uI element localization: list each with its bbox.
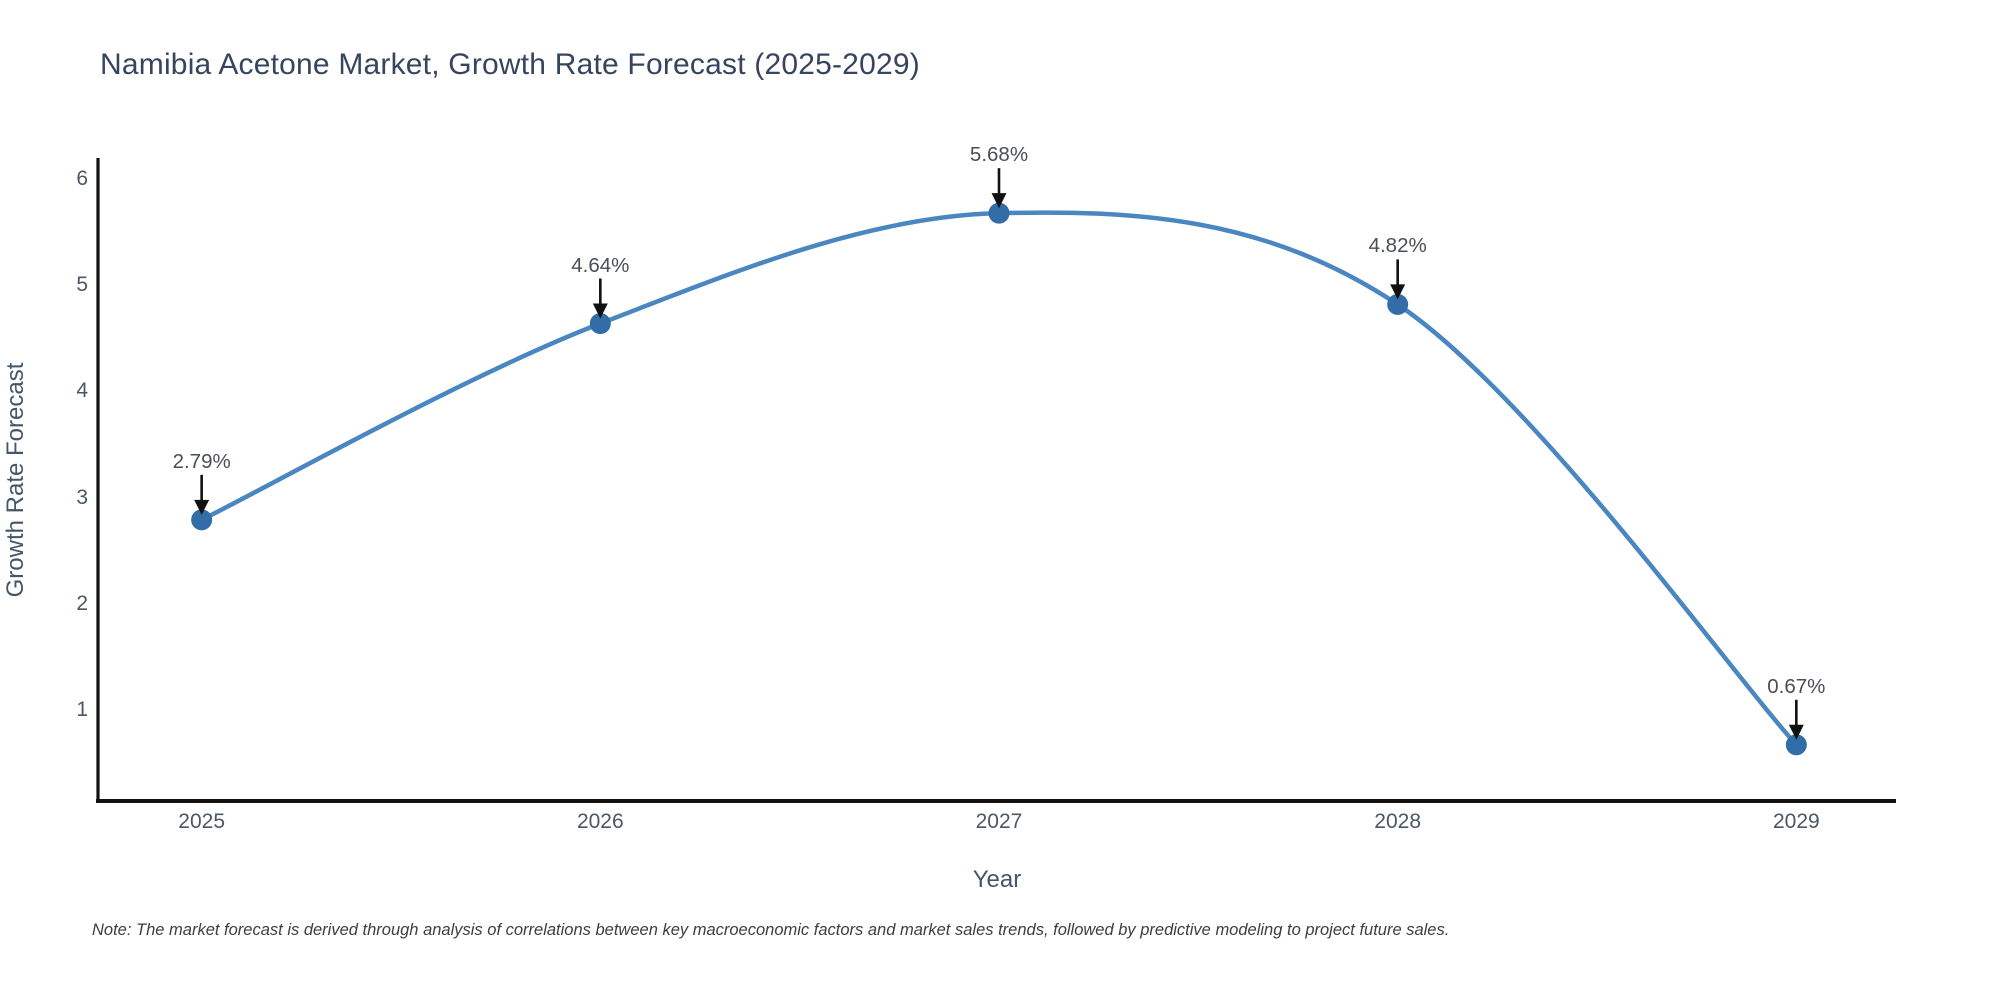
y-tick-label: 4 <box>76 379 88 403</box>
chart-title: Namibia Acetone Market, Growth Rate Fore… <box>100 48 920 81</box>
y-tick-label: 6 <box>76 167 88 191</box>
data-point-marker <box>988 202 1010 224</box>
y-tick-label: 2 <box>76 591 88 615</box>
x-axis-title: Year <box>972 866 1022 893</box>
annotation-arrow-head <box>592 303 608 319</box>
x-tick-label: 2028 <box>1374 810 1422 833</box>
x-tick-label: 2029 <box>1772 810 1820 833</box>
x-tick-label: 2026 <box>576 810 624 833</box>
data-point-marker <box>1387 293 1409 315</box>
data-point-value-label: 2.79% <box>172 449 231 473</box>
annotation-arrow-head <box>991 193 1007 209</box>
x-tick-label: 2025 <box>178 810 225 833</box>
y-tick-label: 3 <box>76 485 88 509</box>
annotation-arrow-head <box>1390 284 1406 300</box>
data-point-marker <box>191 509 213 531</box>
data-point-marker <box>1785 734 1807 756</box>
x-tick-label: 2027 <box>975 810 1023 833</box>
y-tick-label: 1 <box>76 697 88 721</box>
y-tick-label: 5 <box>76 273 88 297</box>
forecast-line <box>199 210 1799 748</box>
data-point-value-label: 5.68% <box>969 143 1029 167</box>
annotation-arrow-head <box>194 499 210 515</box>
data-point-marker <box>589 313 611 335</box>
data-point-value-label: 4.82% <box>1368 234 1427 258</box>
data-point-value-label: 0.67% <box>1767 674 1826 698</box>
footnote: Note: The market forecast is derived thr… <box>92 921 1450 939</box>
y-axis-title: Growth Rate Forecast <box>2 362 29 598</box>
annotation-arrow-head <box>1788 724 1804 740</box>
data-point-value-label: 4.64% <box>571 253 630 277</box>
